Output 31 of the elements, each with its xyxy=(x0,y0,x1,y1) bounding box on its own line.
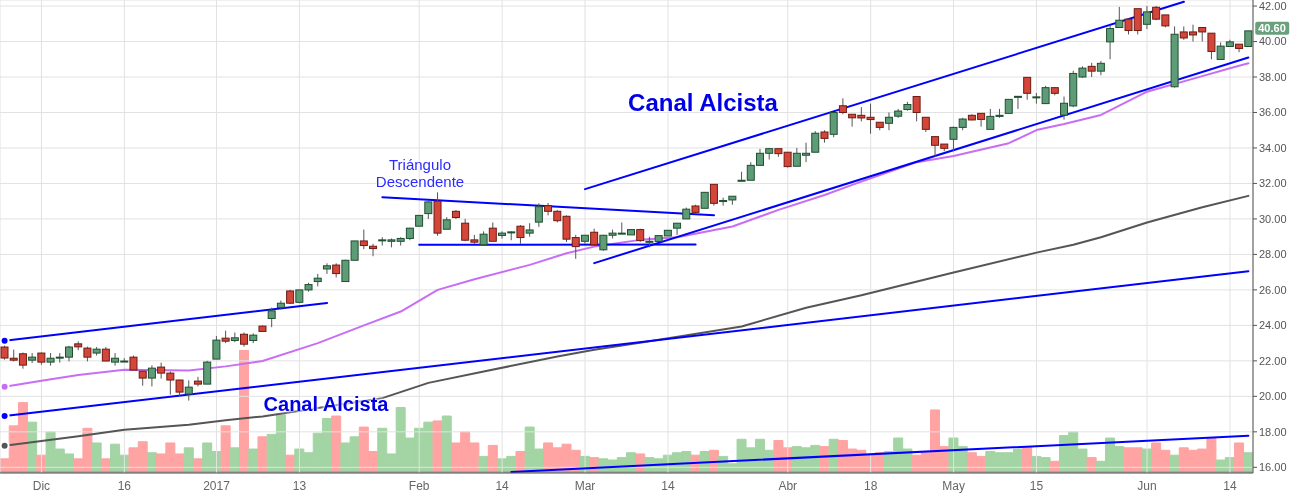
x-tick-label: May xyxy=(942,478,965,493)
y-tick-label: 38.00 xyxy=(1259,70,1287,83)
y-tick-label: 20.00 xyxy=(1259,390,1287,403)
x-tick-label: 13 xyxy=(292,478,307,493)
x-tick-label: 18 xyxy=(863,478,878,493)
x-tick-label: 14 xyxy=(661,478,675,493)
y-tick-label: 34.00 xyxy=(1259,141,1287,154)
x-tick-label: Feb xyxy=(408,478,430,493)
y-tick-label: 40.00 xyxy=(1259,35,1287,48)
y-tick-label: 42.00 xyxy=(1259,0,1287,12)
y-tick-label: 18.00 xyxy=(1259,425,1287,438)
y-tick-label: 28.00 xyxy=(1259,248,1287,261)
x-tick-label: Abr xyxy=(778,478,798,493)
x-tick-label: Dic xyxy=(32,478,51,493)
annotation: Triángulo Descendente xyxy=(375,155,465,191)
x-tick-label: 14 xyxy=(495,478,510,493)
y-tick-label: 24.00 xyxy=(1259,319,1287,332)
x-tick-label: Mar xyxy=(574,478,596,493)
x-tick-label: 16 xyxy=(117,478,132,493)
x-tick-label: 15 xyxy=(1029,478,1044,493)
y-tick-label: 36.00 xyxy=(1259,106,1287,119)
y-tick-label: 16.00 xyxy=(1259,461,1287,474)
y-tick-label: 22.00 xyxy=(1259,354,1287,367)
y-tick-label: 32.00 xyxy=(1259,177,1287,190)
x-tick-label: Jun xyxy=(1137,478,1157,493)
annotation: Canal Alcista xyxy=(628,89,778,117)
text: 40.60 xyxy=(1258,21,1286,35)
x-tick-label: 2017 xyxy=(203,478,231,493)
x-tick-label: 14 xyxy=(1223,478,1237,493)
y-tick-label: 30.00 xyxy=(1259,212,1287,225)
y-tick-label: 26.00 xyxy=(1259,283,1287,296)
